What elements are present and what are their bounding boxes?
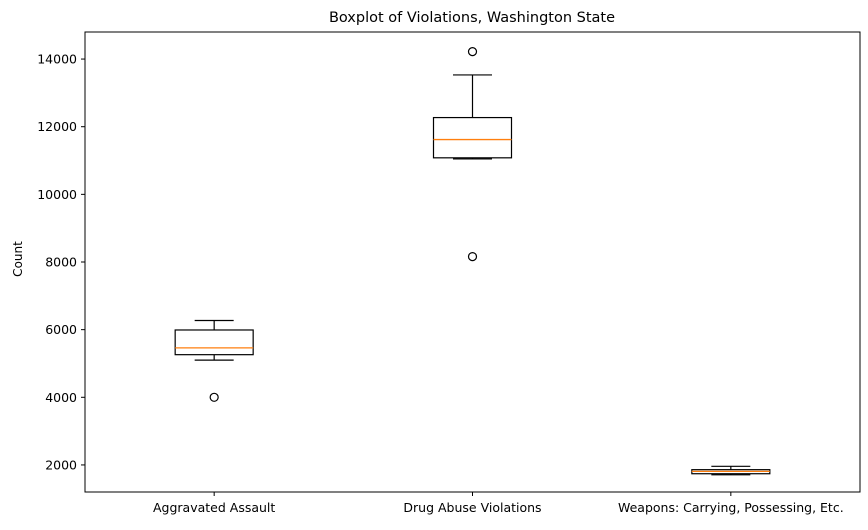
chart-title: Boxplot of Violations, Washington State <box>329 10 615 26</box>
x-tick-label: Drug Abuse Violations <box>403 500 541 515</box>
y-tick-label: 4000 <box>45 390 77 405</box>
x-tick-label: Aggravated Assault <box>153 500 275 515</box>
y-tick-label: 6000 <box>45 322 77 337</box>
box-iqr <box>174 329 254 356</box>
plot-area: 2000 4000 6000 8000 10000 12000 14000 Aggravate… <box>37 31 861 515</box>
outlier-point <box>467 251 478 262</box>
x-tick-label: Weapons: Carrying, Possessing, Etc. <box>618 500 844 515</box>
y-tick-label: 14000 <box>37 52 77 67</box>
outlier-point <box>467 47 478 57</box>
box-iqr <box>432 116 513 159</box>
y-tick-label: 12000 <box>37 119 77 134</box>
y-tick-label: 10000 <box>37 187 77 202</box>
y-tick-label: 8000 <box>45 255 77 270</box>
y-axis-label: Count <box>11 241 25 277</box>
y-tick-label: 2000 <box>45 457 77 472</box>
outlier-point <box>209 392 219 402</box>
